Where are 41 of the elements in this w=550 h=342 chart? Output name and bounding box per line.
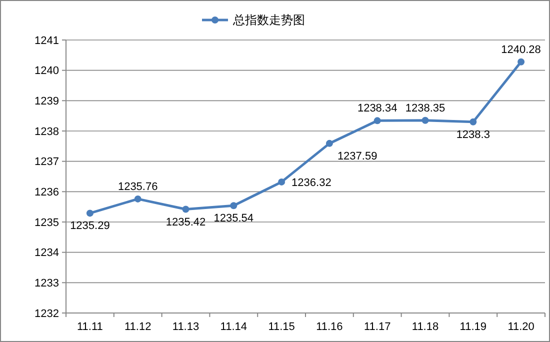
- point: [518, 58, 525, 66]
- x-tick-label: 11.11: [76, 321, 103, 333]
- x-tick-label: 11.18: [412, 321, 439, 333]
- data-label: 1235.54: [214, 212, 254, 225]
- data-label: 1236.32: [292, 176, 332, 189]
- point: [182, 206, 190, 213]
- data-label: 1238.3: [456, 128, 490, 141]
- x-tick-label: 11.15: [268, 321, 295, 333]
- y-tick-label: 1241: [34, 34, 59, 47]
- y-tick-label: 1238: [34, 126, 59, 138]
- point: [86, 210, 94, 217]
- x-tick-label: 11.12: [124, 321, 152, 333]
- x-tick-label: 11.17: [364, 321, 391, 333]
- data-label: 1238.35: [405, 102, 446, 114]
- y-tick-label: 1235: [34, 216, 59, 229]
- y-tick-label: 1233: [34, 278, 59, 290]
- x-tick-label: 11.13: [172, 321, 200, 333]
- data-label: 1235.29: [70, 220, 110, 232]
- x-tick-label: 11.16: [316, 321, 343, 333]
- y-tick-label: 1240: [34, 65, 59, 78]
- y-tick-label: 1232: [34, 308, 59, 320]
- data-label: 1235.42: [166, 216, 206, 228]
- point: [374, 117, 381, 124]
- x-tick-label: 11.20: [508, 321, 534, 333]
- x-tick-label: 11.14: [220, 321, 248, 333]
- y-tick-label: 1237: [34, 156, 59, 168]
- data-label: 1240.28: [501, 44, 541, 56]
- point: [326, 140, 333, 147]
- point: [422, 116, 429, 124]
- point: [230, 202, 238, 210]
- data-label: 1237.59: [337, 150, 378, 162]
- data-label: 1235.76: [118, 180, 158, 193]
- x-tick-label: 11.19: [460, 321, 487, 333]
- y-tick-label: 1236: [34, 186, 59, 199]
- y-tick-label: 1239: [34, 96, 59, 108]
- legend-label: 总指数走势图: [232, 13, 305, 28]
- point: [134, 195, 142, 202]
- point: [278, 178, 286, 186]
- point: [470, 118, 477, 126]
- data-label: 1238.34: [357, 102, 398, 115]
- y-tick-label: 1234: [34, 247, 59, 260]
